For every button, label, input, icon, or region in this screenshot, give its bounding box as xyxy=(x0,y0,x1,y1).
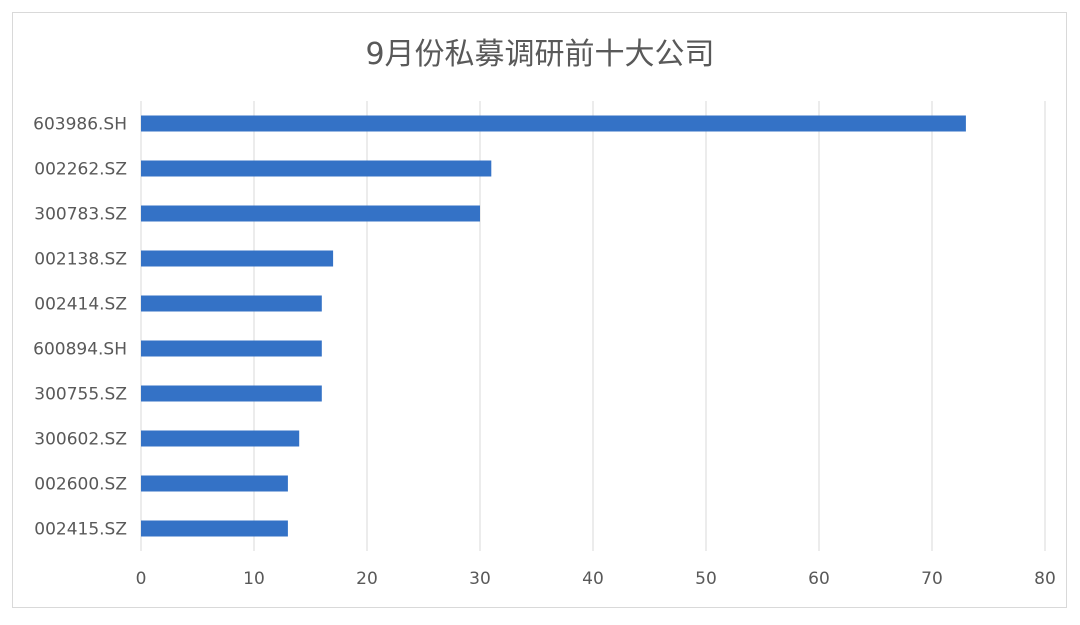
bar-002262.SZ xyxy=(141,160,492,177)
bar-600894.SH xyxy=(141,340,322,357)
bars xyxy=(141,115,966,537)
bar-300602.SZ xyxy=(141,430,300,447)
category-label: 300755.SZ xyxy=(34,385,127,405)
bar-300783.SZ xyxy=(141,205,480,222)
bar-603986.SH xyxy=(141,115,966,132)
x-tick-label: 40 xyxy=(582,569,604,589)
x-tick-labels: 0 10 20 30 40 50 60 70 80 xyxy=(136,569,1056,589)
bar-002415.SZ xyxy=(141,520,288,537)
x-tick-label: 0 xyxy=(136,569,147,589)
category-label: 300783.SZ xyxy=(34,205,127,225)
x-tick-label: 60 xyxy=(808,569,830,589)
category-label: 002600.SZ xyxy=(34,475,127,495)
category-label: 600894.SH xyxy=(33,340,127,360)
bar-002414.SZ xyxy=(141,295,322,312)
x-tick-label: 20 xyxy=(356,569,378,589)
category-label: 002415.SZ xyxy=(34,520,127,540)
category-label: 603986.SH xyxy=(33,115,127,135)
x-tick-label: 30 xyxy=(469,569,491,589)
x-tick-label: 50 xyxy=(695,569,717,589)
x-tick-label: 70 xyxy=(921,569,943,589)
x-tick-label: 80 xyxy=(1034,569,1056,589)
category-label: 002262.SZ xyxy=(34,160,127,180)
category-label: 300602.SZ xyxy=(34,430,127,450)
category-labels: 603986.SH 002262.SZ 300783.SZ 002138.SZ 0024… xyxy=(33,115,127,540)
x-tick-label: 10 xyxy=(243,569,265,589)
chart-title: 9月份私募调研前十大公司 xyxy=(365,37,715,72)
bar-002138.SZ xyxy=(141,250,334,267)
bar-300755.SZ xyxy=(141,385,322,402)
category-label: 002138.SZ xyxy=(34,250,127,270)
bar-002600.SZ xyxy=(141,475,288,492)
category-label: 002414.SZ xyxy=(34,295,127,315)
